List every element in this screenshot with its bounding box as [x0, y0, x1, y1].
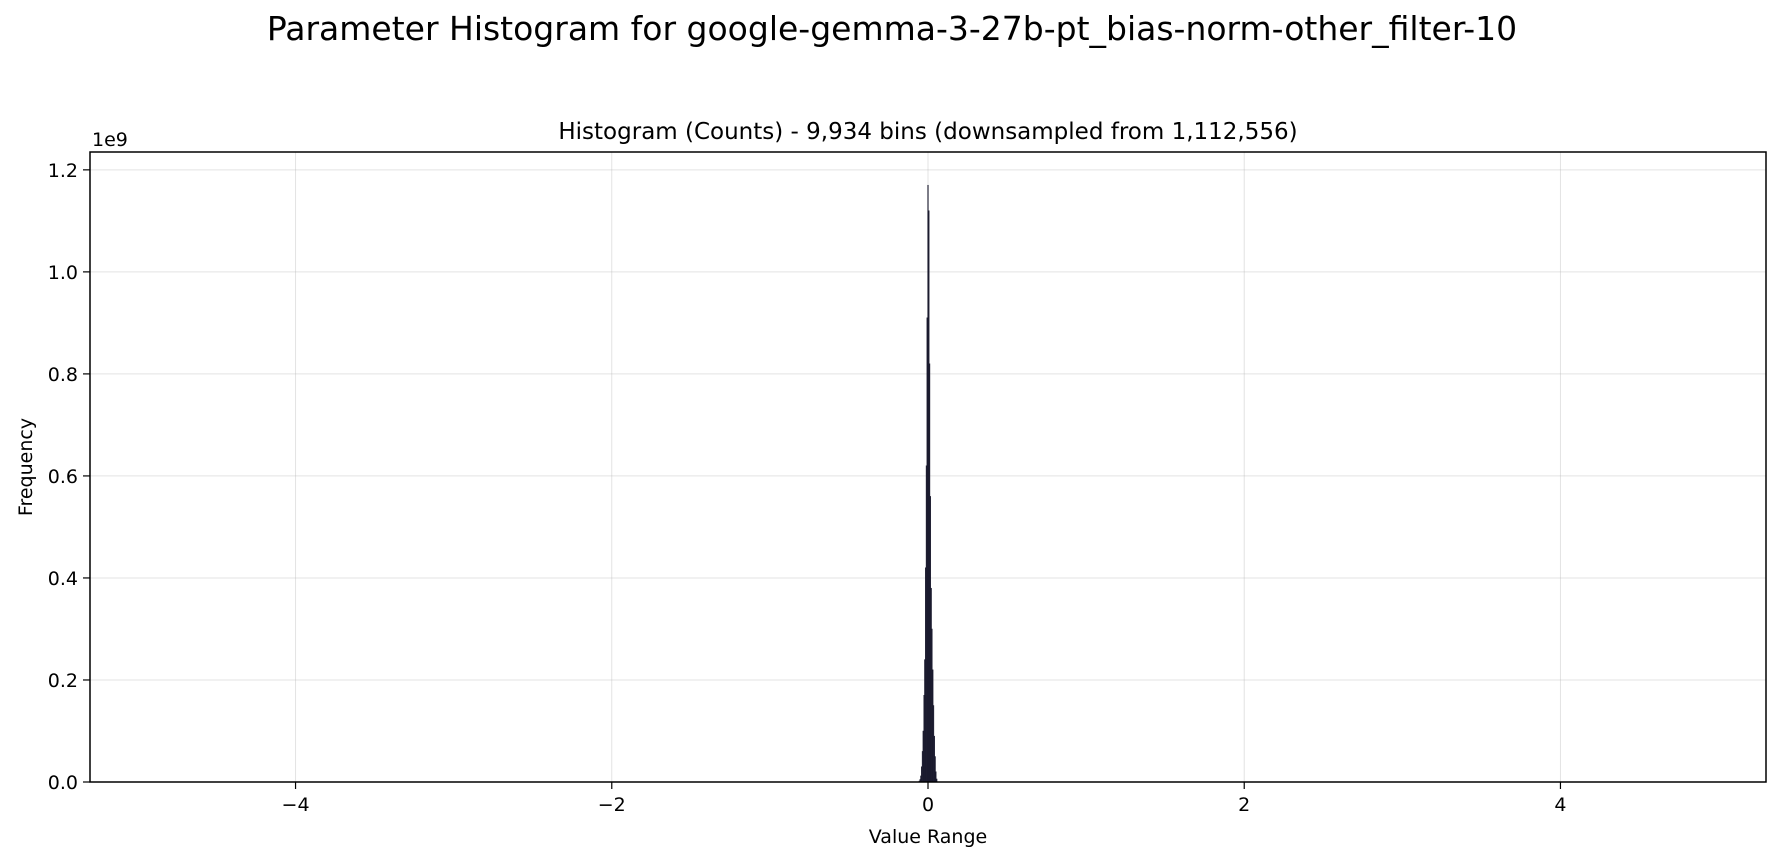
y-tick-label: 0.6 [48, 466, 78, 488]
y-offset-label: 1e9 [92, 129, 128, 151]
x-tick-label: 4 [1554, 794, 1566, 816]
y-tick-label: 0.2 [48, 670, 78, 692]
x-tick-label: −2 [598, 794, 626, 816]
chart-title: Parameter Histogram for google-gemma-3-2… [267, 9, 1517, 48]
x-axis-label: Value Range [869, 826, 987, 848]
y-tick-label: 0.8 [48, 364, 78, 386]
x-tick-label: 0 [922, 794, 934, 816]
y-axis-label: Frequency [15, 418, 37, 516]
histogram-bars [918, 184, 938, 783]
x-axis: −4 −2 0 2 4 [282, 782, 1566, 816]
x-tick-label: −4 [282, 794, 310, 816]
y-tick-label: 0.0 [48, 772, 78, 794]
x-tick-label: 2 [1238, 794, 1250, 816]
y-tick-label: 0.4 [48, 568, 78, 590]
y-axis: 0.0 0.2 0.4 0.6 0.8 1.0 1.2 [48, 160, 90, 794]
chart-subtitle: Histogram (Counts) - 9,934 bins (downsam… [558, 119, 1297, 145]
y-tick-label: 1.2 [48, 160, 78, 182]
y-tick-label: 1.0 [48, 262, 78, 284]
